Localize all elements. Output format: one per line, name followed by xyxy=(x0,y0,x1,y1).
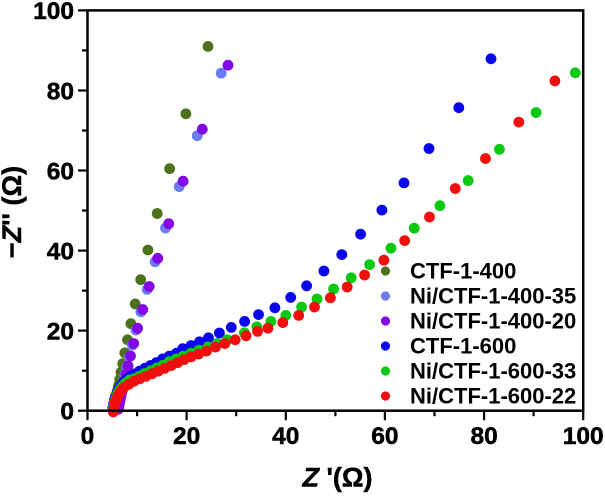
svg-text:40: 40 xyxy=(47,238,74,265)
svg-text:Ni/CTF-1-400-20: Ni/CTF-1-400-20 xyxy=(410,308,576,333)
svg-text:100: 100 xyxy=(33,0,74,25)
svg-text:80: 80 xyxy=(47,78,74,105)
svg-text:80: 80 xyxy=(470,423,497,450)
svg-text:−Z'' (Ω): −Z'' (Ω) xyxy=(0,166,27,258)
svg-text:20: 20 xyxy=(47,318,74,345)
svg-text:Ni/CTF-1-600-33: Ni/CTF-1-600-33 xyxy=(410,358,576,383)
svg-text:60: 60 xyxy=(47,158,74,185)
svg-text:40: 40 xyxy=(272,423,299,450)
svg-text:Z '(Ω): Z '(Ω) xyxy=(301,463,372,493)
svg-text:0: 0 xyxy=(81,423,95,450)
svg-text:CTF-1-600: CTF-1-600 xyxy=(410,333,516,358)
svg-text:20: 20 xyxy=(173,423,200,450)
svg-text:0: 0 xyxy=(60,399,74,426)
svg-text:100: 100 xyxy=(563,423,604,450)
svg-text:Ni/CTF-1-600-22: Ni/CTF-1-600-22 xyxy=(410,383,576,408)
svg-text:CTF-1-400: CTF-1-400 xyxy=(410,258,516,283)
svg-text:60: 60 xyxy=(371,423,398,450)
svg-text:Ni/CTF-1-400-35: Ni/CTF-1-400-35 xyxy=(410,283,576,308)
